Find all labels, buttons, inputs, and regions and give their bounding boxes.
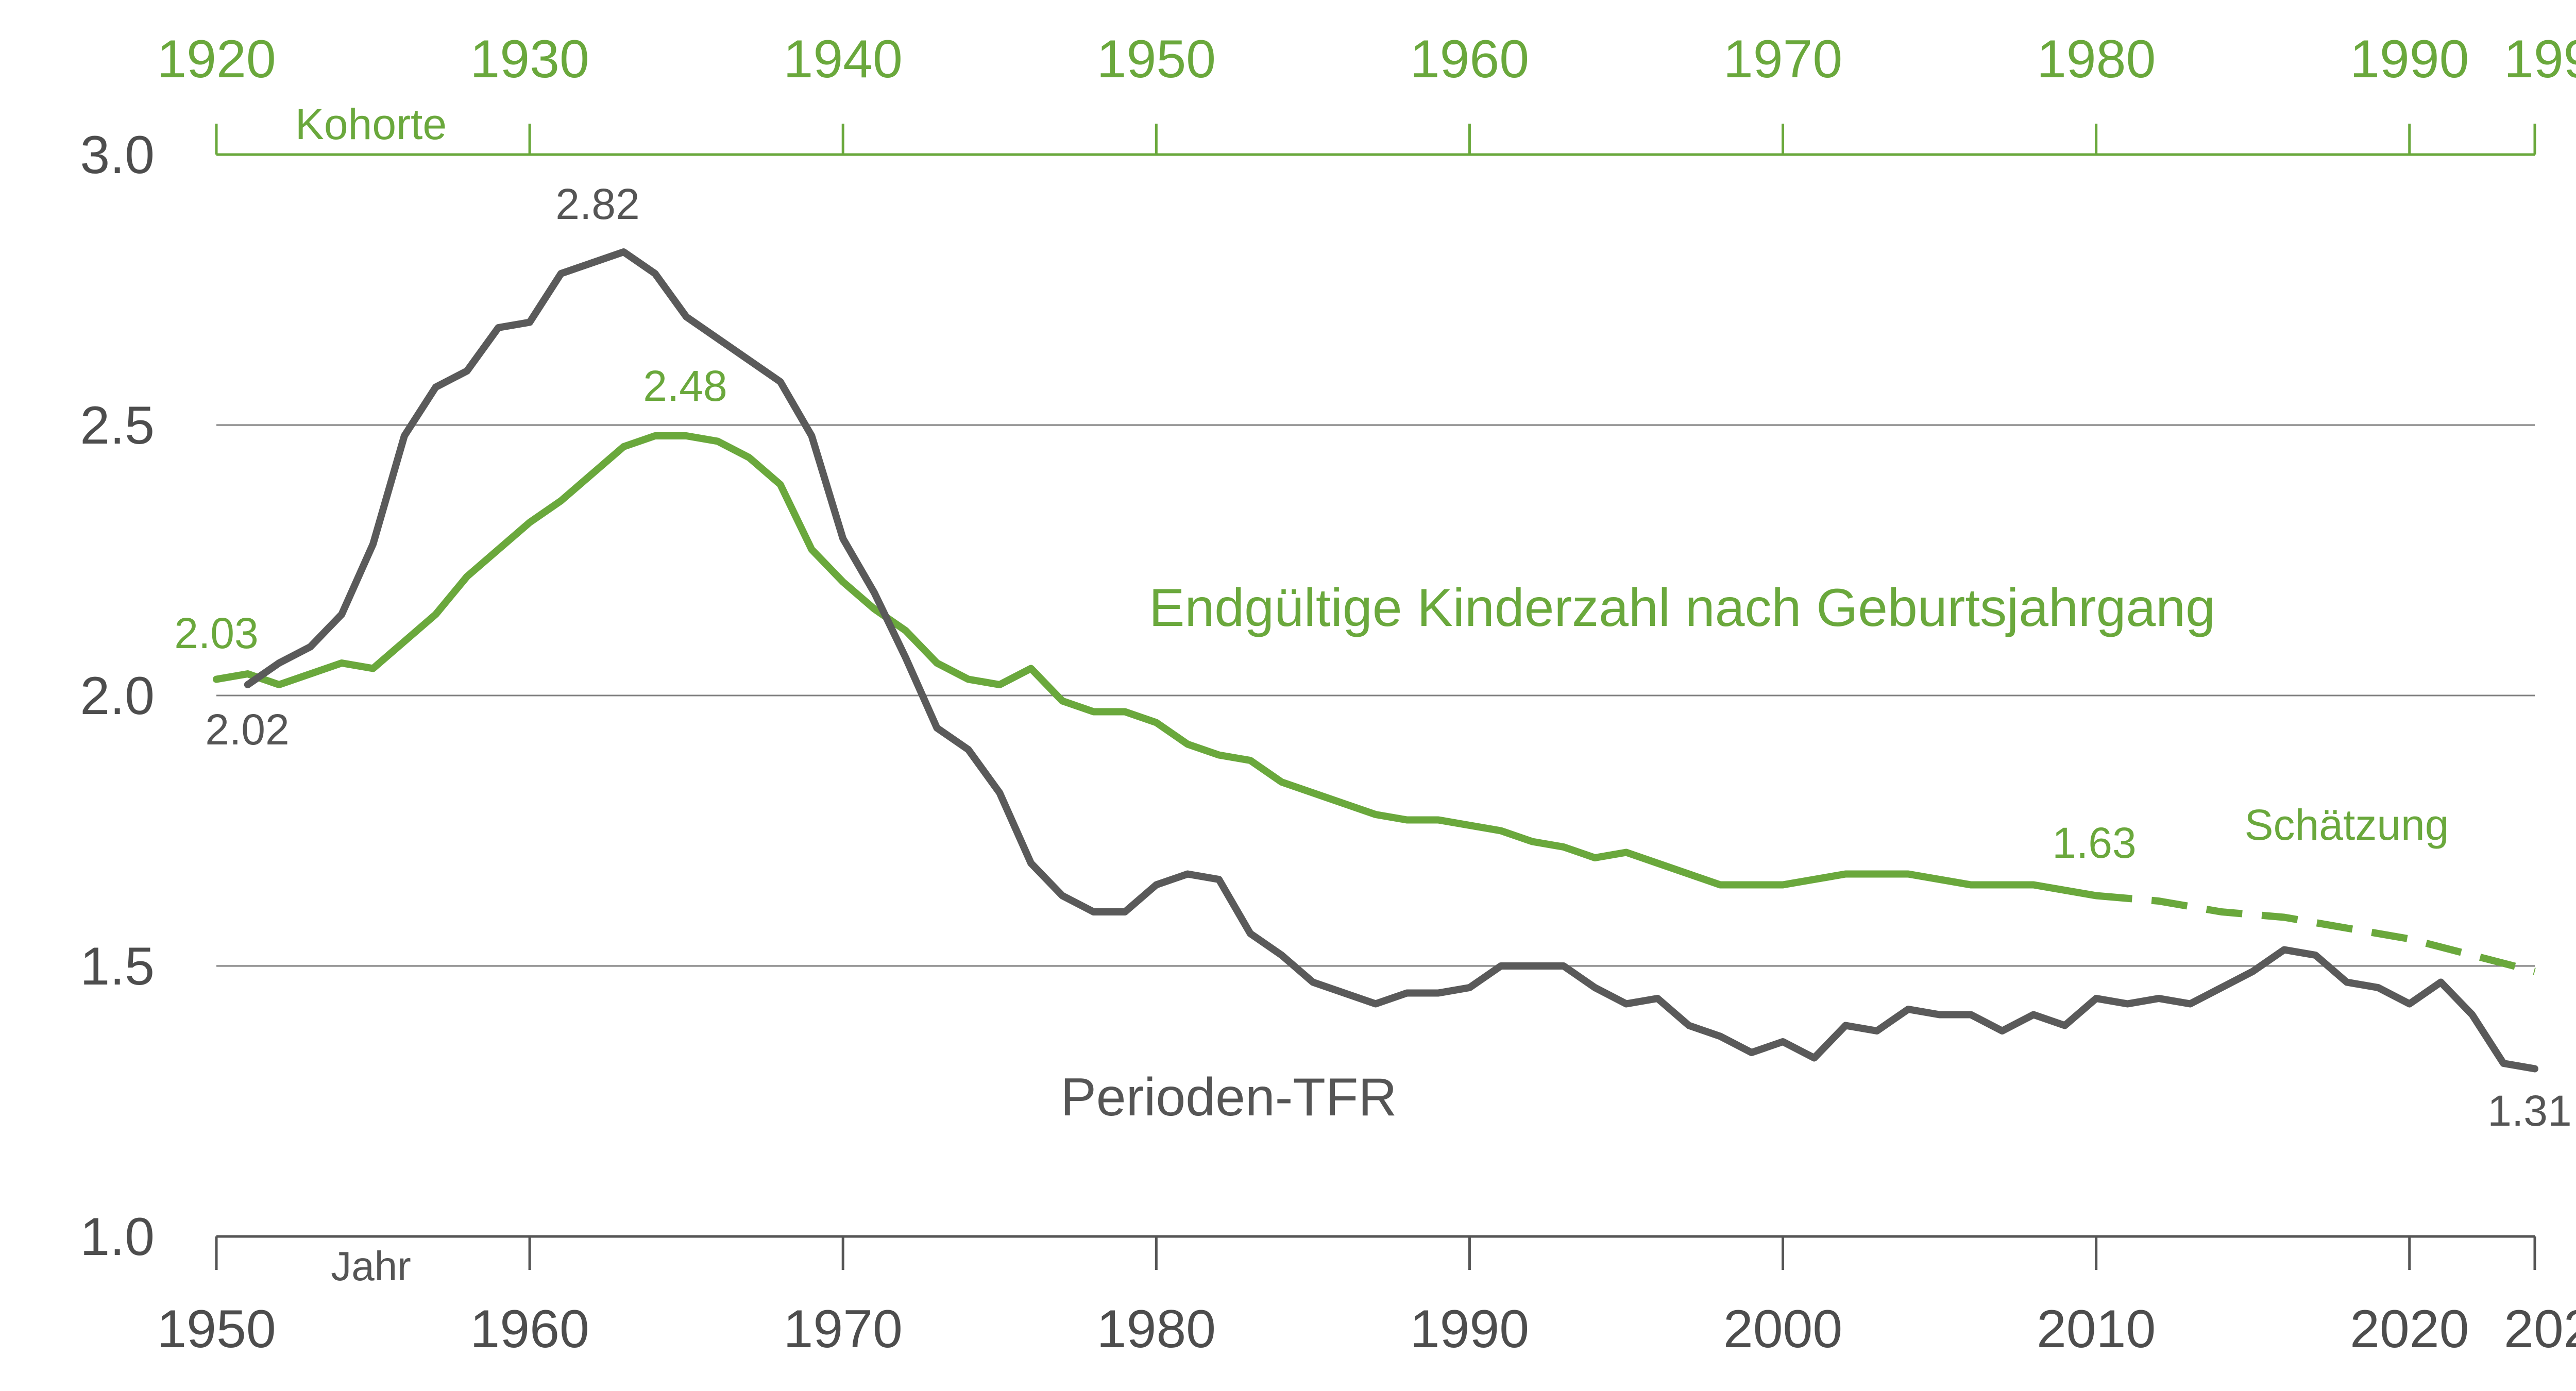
bottom-tick-label: 1970: [784, 1299, 903, 1359]
period-series-label: Perioden-TFR: [1060, 1067, 1397, 1127]
bottom-tick-label: 1990: [1410, 1299, 1529, 1359]
bottom-tick-label: 2024: [2504, 1299, 2576, 1359]
top-tick-label: 1940: [784, 29, 903, 89]
top-tick-label: 1960: [1410, 29, 1529, 89]
period-peak-value-label: 2.82: [555, 180, 640, 228]
top-tick-label: 1970: [1723, 29, 1842, 89]
top-tick-label: 1980: [2037, 29, 2156, 89]
y-tick-label: 1.0: [80, 1207, 155, 1267]
bottom-x-axis: Jahr 1950 1960 1970 1980 1990 2000 2010 2020 202…: [157, 1235, 2576, 1359]
series-line-period: [244, 248, 2538, 1073]
estimate-label: Schätzung: [2245, 801, 2449, 849]
bottom-tick-label: 1960: [470, 1299, 589, 1359]
bottom-tick-label: 1980: [1097, 1299, 1216, 1359]
top-tick-label: 1930: [470, 29, 589, 89]
annotations: Endgültige Kinderzahl nach Geburtsjahrga…: [174, 180, 2572, 1135]
top-axis-label: Kohorte: [295, 100, 447, 148]
bottom-tick-label: 2020: [2350, 1299, 2469, 1359]
y-axis: 3.0 2.5 2.0 1.5 1.0: [80, 125, 155, 1267]
series-lines: [213, 248, 2538, 1073]
series-line-cohort: [213, 432, 2100, 900]
bottom-axis-label: Jahr: [331, 1243, 411, 1289]
bottom-tick-label: 2000: [1723, 1299, 1842, 1359]
top-tick-label: 1920: [157, 29, 276, 89]
period-end-value-label: 1.31: [2487, 1087, 2572, 1135]
y-tick-label: 1.5: [80, 937, 155, 996]
cohort-1980-value-label: 1.63: [2052, 819, 2137, 867]
y-tick-label: 2.5: [80, 396, 155, 455]
top-tick-label: 1950: [1097, 29, 1216, 89]
gridlines: [216, 424, 2535, 967]
series-line-estimate: [2095, 892, 2536, 975]
top-tick-label: 1990: [2350, 29, 2469, 89]
y-tick-label: 2.0: [80, 666, 155, 726]
top-tick-label: 1994: [2504, 29, 2576, 89]
period-start-value-label: 2.02: [205, 705, 290, 754]
top-x-axis: Kohorte 1920 1930 1940 1950 1960 1970 1980 1990…: [157, 29, 2576, 156]
bottom-tick-label: 1950: [157, 1299, 276, 1359]
cohort-start-value-label: 2.03: [174, 609, 259, 657]
y-tick-label: 3.0: [80, 125, 155, 185]
cohort-peak-value-label: 2.48: [643, 362, 727, 410]
bottom-tick-label: 2010: [2037, 1299, 2156, 1359]
cohort-series-label: Endgültige Kinderzahl nach Geburtsjahrga…: [1149, 578, 2215, 638]
